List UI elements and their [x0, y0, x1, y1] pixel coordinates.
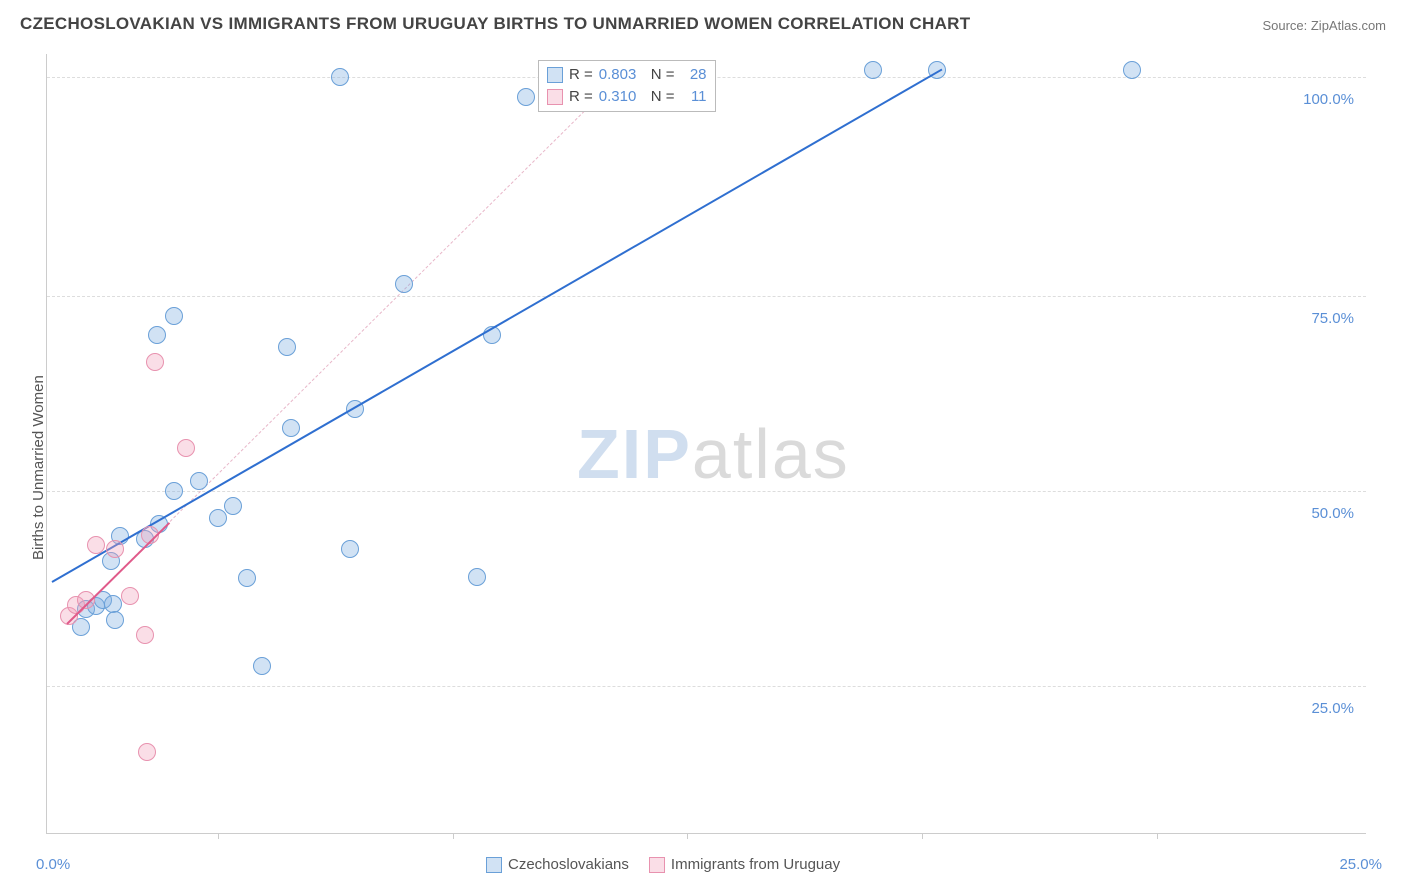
legend-n-value: 28 — [681, 64, 707, 86]
data-point — [209, 509, 227, 527]
plot-area: ZIPatlas 25.0% 50.0% 75.0% 100.0% — [46, 54, 1366, 834]
data-point — [165, 307, 183, 325]
legend-series: Czechoslovakians Immigrants from Uruguay — [486, 856, 840, 873]
data-point — [121, 587, 139, 605]
x-tick — [218, 833, 219, 839]
source-label: Source: ZipAtlas.com — [1262, 18, 1386, 33]
legend-r-value: 0.310 — [599, 86, 645, 108]
x-tick — [453, 833, 454, 839]
legend-series-label: Immigrants from Uruguay — [671, 856, 840, 873]
x-tick — [687, 833, 688, 839]
legend-r-label: R = — [569, 86, 593, 108]
data-point — [331, 68, 349, 86]
data-point — [106, 611, 124, 629]
watermark-atlas: atlas — [692, 415, 850, 493]
data-point — [278, 338, 296, 356]
legend-r-label: R = — [569, 64, 593, 86]
data-point — [106, 540, 124, 558]
chart-title: CZECHOSLOVAKIAN VS IMMIGRANTS FROM URUGU… — [20, 14, 970, 34]
legend-swatch — [649, 857, 665, 873]
legend-n-label: N = — [651, 86, 675, 108]
legend-series-label: Czechoslovakians — [508, 856, 629, 873]
legend-series-item: Immigrants from Uruguay — [649, 856, 840, 873]
y-tick-label: 75.0% — [1311, 310, 1354, 327]
data-point — [104, 595, 122, 613]
y-tick-label: 100.0% — [1303, 91, 1354, 108]
y-axis-title: Births to Unmarried Women — [30, 375, 47, 560]
data-point — [138, 743, 156, 761]
data-point — [282, 419, 300, 437]
legend-stats-row: R = 0.803 N = 28 — [547, 64, 707, 86]
data-point — [190, 472, 208, 490]
gridline-horizontal — [47, 296, 1366, 297]
x-axis-min-label: 0.0% — [36, 856, 70, 873]
data-point — [148, 326, 166, 344]
data-point — [177, 439, 195, 457]
gridline-horizontal — [47, 491, 1366, 492]
data-point — [517, 88, 535, 106]
legend-n-label: N = — [651, 64, 675, 86]
data-point — [395, 275, 413, 293]
data-point — [146, 353, 164, 371]
data-point — [468, 568, 486, 586]
x-axis-max-label: 25.0% — [1339, 856, 1382, 873]
legend-stats: R = 0.803 N = 28 R = 0.310 N = 11 — [538, 60, 716, 112]
data-point — [87, 536, 105, 554]
y-tick-label: 50.0% — [1311, 505, 1354, 522]
legend-stats-row: R = 0.310 N = 11 — [547, 86, 707, 108]
data-point — [165, 482, 183, 500]
data-point — [864, 61, 882, 79]
data-point — [224, 497, 242, 515]
trend-line — [51, 68, 942, 582]
legend-swatch — [547, 67, 563, 83]
data-point — [1123, 61, 1141, 79]
data-point — [341, 540, 359, 558]
legend-n-value: 11 — [681, 86, 707, 108]
data-point — [136, 626, 154, 644]
x-tick — [922, 833, 923, 839]
legend-swatch — [547, 89, 563, 105]
data-point — [238, 569, 256, 587]
watermark-zip: ZIP — [577, 415, 692, 493]
gridline-horizontal — [47, 686, 1366, 687]
legend-series-item: Czechoslovakians — [486, 856, 629, 873]
legend-r-value: 0.803 — [599, 64, 645, 86]
data-point — [253, 657, 271, 675]
watermark: ZIPatlas — [577, 414, 850, 494]
legend-swatch — [486, 857, 502, 873]
x-tick — [1157, 833, 1158, 839]
y-tick-label: 25.0% — [1311, 700, 1354, 717]
